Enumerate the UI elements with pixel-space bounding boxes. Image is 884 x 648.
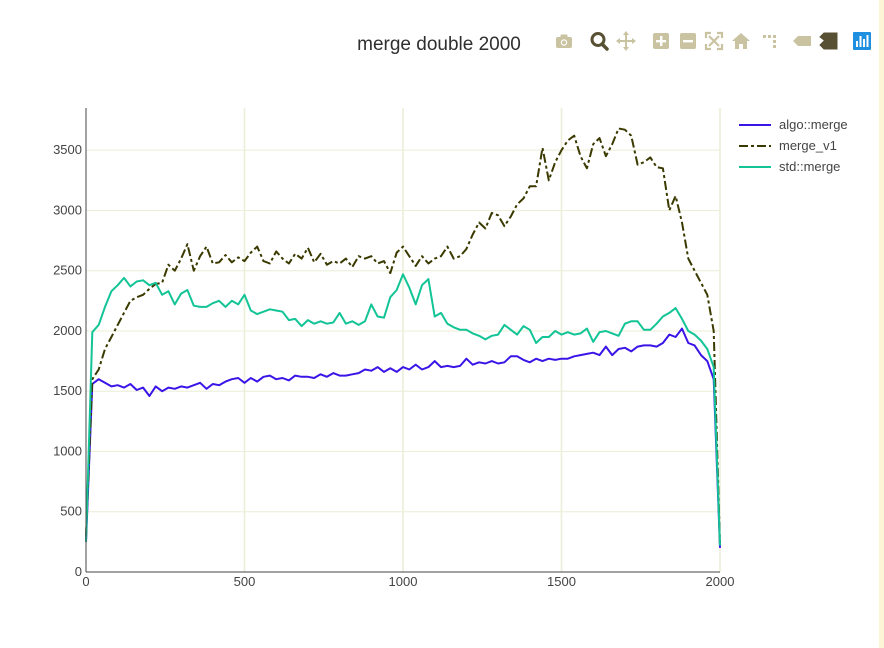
hover-compare-icon[interactable]	[817, 30, 839, 52]
series-lines	[85, 127, 721, 548]
x-tick-label: 1000	[389, 574, 418, 589]
legend-label: std::merge	[779, 159, 841, 174]
chart-title: merge double 2000	[357, 34, 521, 55]
y-tick-label: 1500	[53, 383, 82, 398]
y-tick-label: 0	[75, 564, 82, 579]
camera-icon[interactable]	[553, 30, 575, 52]
legend-swatch	[739, 124, 771, 126]
y-tick-label: 3500	[53, 142, 82, 157]
legend-item-std-merge[interactable]: std::merge	[737, 157, 867, 178]
y-tick-label: 1000	[53, 443, 82, 458]
axes	[85, 108, 720, 573]
pan-icon[interactable]	[615, 30, 637, 52]
legend-swatch	[739, 166, 771, 168]
plotly-logo-icon[interactable]	[851, 30, 873, 52]
x-tick-label: 1500	[547, 574, 576, 589]
gridlines	[86, 108, 721, 572]
y-tick-label: 2000	[53, 323, 82, 338]
y-tick-label: 2500	[53, 263, 82, 278]
home-icon[interactable]	[730, 30, 752, 52]
series-line-std-merge	[85, 273, 721, 546]
x-tick-label: 0	[82, 574, 89, 589]
y-tick-label: 500	[60, 504, 82, 519]
x-tick-label: 500	[234, 574, 256, 589]
legend-label: algo::merge	[779, 117, 848, 132]
series-line-merge-v1	[85, 127, 721, 546]
x-tick-label: 2000	[706, 574, 735, 589]
hover-closest-icon[interactable]	[791, 30, 813, 52]
legend-item-algo-merge[interactable]: algo::merge	[737, 115, 867, 136]
legend-item-merge-v1[interactable]: merge_v1	[737, 136, 867, 157]
legend-swatch	[739, 145, 771, 147]
y-tick-label: 3000	[53, 202, 82, 217]
zoom-in-icon[interactable]	[650, 30, 672, 52]
zoom-out-icon[interactable]	[677, 30, 699, 52]
page-edge-strip	[879, 0, 884, 648]
tick-labels: 0 500 1000 1500 2000 2500 3000 3500 0 500 1000 1500…	[53, 142, 734, 589]
series-line-algo-merge	[85, 327, 721, 548]
zoom-icon[interactable]	[588, 30, 610, 52]
legend-label: merge_v1	[779, 138, 837, 153]
spikelines-icon[interactable]	[760, 30, 782, 52]
autoscale-icon[interactable]	[703, 30, 725, 52]
